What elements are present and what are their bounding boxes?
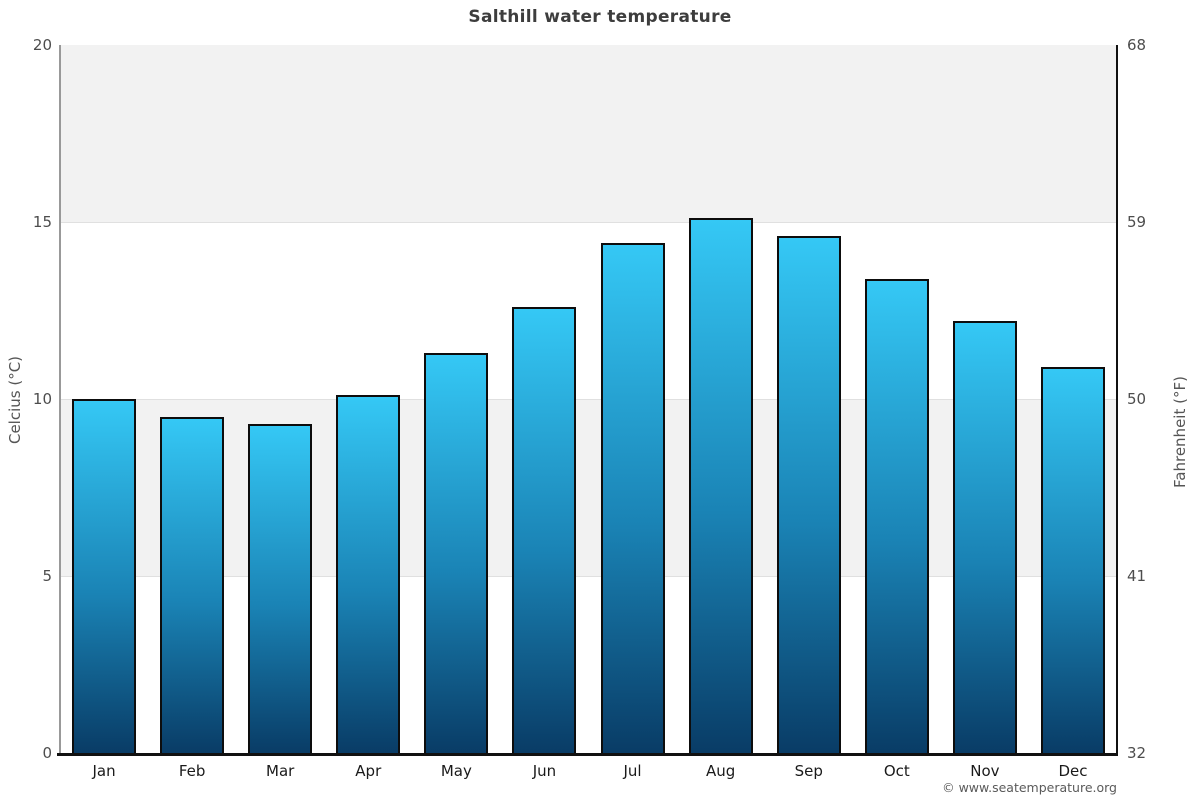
gray-band: [60, 45, 1117, 222]
fahrenheit-tick-label: 68: [1127, 36, 1147, 54]
copyright-watermark: © www.seatemperature.org: [942, 780, 1117, 795]
temperature-bar-nov: [952, 321, 1017, 753]
temperature-bar-jan: [72, 399, 137, 753]
fahrenheit-tick-label: 41: [1127, 567, 1147, 585]
temperature-bar-mar: [248, 423, 313, 753]
temperature-bar-sep: [776, 236, 841, 753]
right-axis-line: [1116, 45, 1118, 756]
month-label-jun: Jun: [532, 762, 557, 780]
month-label-feb: Feb: [178, 762, 206, 780]
chart-title: Salthill water temperature: [468, 7, 732, 27]
gridline: [60, 399, 1117, 400]
celsius-tick-label: 15: [32, 213, 52, 231]
temperature-bar-jun: [512, 306, 577, 753]
fahrenheit-tick-label: 32: [1127, 744, 1147, 762]
gridline: [60, 576, 1117, 577]
temperature-bar-feb: [160, 416, 225, 753]
month-label-oct: Oct: [883, 762, 910, 780]
month-label-apr: Apr: [355, 762, 382, 780]
left-axis-line: [59, 45, 61, 756]
temperature-bar-aug: [688, 218, 753, 753]
celsius-tick-label: 5: [42, 567, 52, 585]
month-label-may: May: [440, 762, 472, 780]
gray-band: [60, 399, 1117, 576]
celsius-tick-label: 10: [32, 390, 52, 408]
celsius-tick-label: 0: [42, 744, 52, 762]
temperature-bar-may: [424, 352, 489, 753]
celsius-tick-label: 20: [32, 36, 52, 54]
fahrenheit-tick-label: 59: [1127, 213, 1147, 231]
bottom-axis-line: [57, 753, 1118, 756]
month-label-mar: Mar: [266, 762, 295, 780]
temperature-bar-oct: [864, 278, 929, 753]
month-label-sep: Sep: [794, 762, 823, 780]
temperature-bar-apr: [336, 395, 401, 753]
month-label-dec: Dec: [1058, 762, 1088, 780]
month-label-jul: Jul: [623, 762, 642, 780]
temperature-bar-jul: [600, 243, 665, 753]
temperature-bar-dec: [1040, 367, 1105, 753]
fahrenheit-tick-label: 50: [1127, 390, 1147, 408]
gridline: [60, 222, 1117, 223]
month-label-aug: Aug: [705, 762, 736, 780]
month-label-jan: Jan: [92, 762, 116, 780]
plot-area: [60, 45, 1117, 753]
month-label-nov: Nov: [970, 762, 1000, 780]
